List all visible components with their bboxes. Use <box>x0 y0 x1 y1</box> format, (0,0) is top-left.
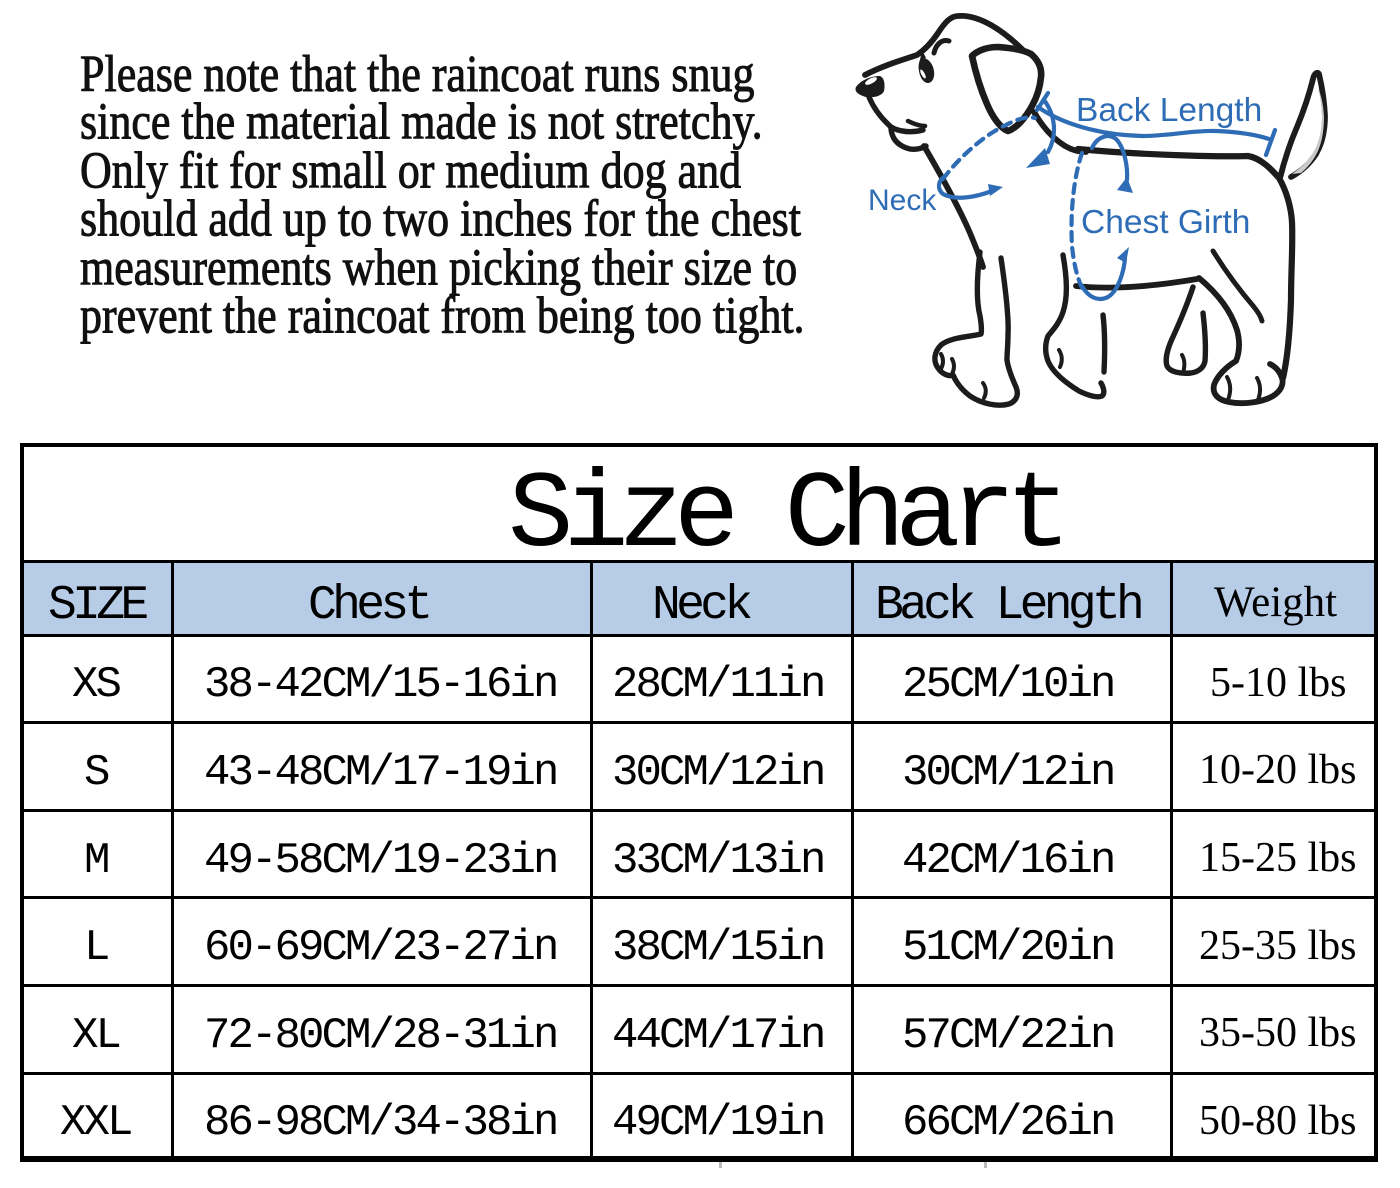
svg-text:Chest Girth: Chest Girth <box>1081 204 1250 241</box>
svg-text:Neck: Neck <box>868 184 937 217</box>
svg-text:Back Length: Back Length <box>1076 92 1262 129</box>
